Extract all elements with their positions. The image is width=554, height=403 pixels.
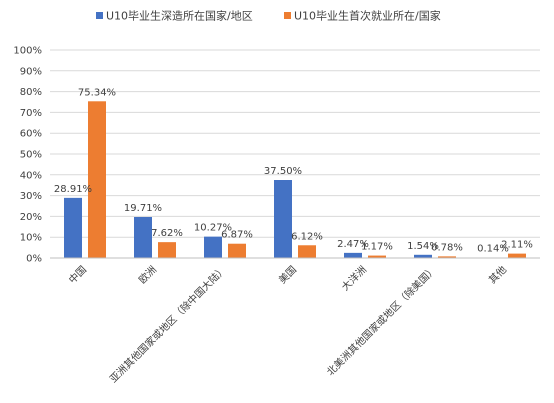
legend-label-1: U10毕业生深造所在国家/地区 <box>106 9 253 23</box>
bar-2-7 <box>508 253 526 258</box>
data-label: 6.12% <box>291 231 323 242</box>
bar-2-2 <box>158 242 176 258</box>
bar-1-1 <box>64 197 82 258</box>
data-label: 2.11% <box>501 240 533 251</box>
bar-2-1 <box>88 101 106 258</box>
bar-2-6 <box>438 256 456 258</box>
x-tick-label: 亚洲其他国家或地区（除中国大陆） <box>107 263 229 385</box>
y-tick-label: 100% <box>13 46 42 57</box>
y-axis: 0% 10% 20% 30% 40% 50% 60% 70% 80% 90% 100% <box>13 46 42 265</box>
data-label: 75.34% <box>78 87 116 98</box>
y-tick-label: 70% <box>20 108 42 119</box>
legend-swatch-2 <box>284 12 291 19</box>
x-tick-label: 北美洲其他国家或地区（除美国） <box>324 263 439 378</box>
bar-1-6 <box>414 254 432 258</box>
data-label: 2.47% <box>337 239 369 250</box>
data-label: 28.91% <box>54 184 92 195</box>
y-tick-label: 80% <box>20 87 42 98</box>
data-label: 1.17% <box>361 242 393 253</box>
data-label: 0.78% <box>431 242 463 253</box>
y-tick-label: 60% <box>20 129 42 140</box>
legend-swatch-1 <box>96 12 103 19</box>
data-label: 37.50% <box>264 166 302 177</box>
x-tick-label: 大洋洲 <box>339 263 369 293</box>
data-label: 1.54% <box>407 241 439 252</box>
bar-1-2 <box>134 217 152 258</box>
y-tick-label: 20% <box>20 212 42 223</box>
x-tick-label: 其他 <box>486 263 509 286</box>
data-label: 6.87% <box>221 230 253 241</box>
bar-2-5 <box>368 255 386 258</box>
y-tick-label: 10% <box>20 233 42 244</box>
y-tick-label: 40% <box>20 170 42 181</box>
y-tick-label: 0% <box>26 254 42 265</box>
legend: U10毕业生深造所在国家/地区 U10毕业生首次就业所在/国家 <box>96 9 441 23</box>
bar-1-4 <box>274 180 292 258</box>
bar-1-5 <box>344 252 362 258</box>
y-tick-label: 30% <box>20 191 42 202</box>
data-label: 0.14% <box>477 244 509 255</box>
bar-2-3 <box>228 243 246 258</box>
y-tick-label: 90% <box>20 66 42 77</box>
data-label: 10.27% <box>194 223 232 234</box>
bars <box>64 101 526 259</box>
y-tick-label: 50% <box>20 150 42 161</box>
x-tick-label: 中国 <box>66 263 89 286</box>
data-labels: 28.91% 75.34% 19.71% 7.62% 10.27%6.87% 37.50%… <box>54 87 533 254</box>
bar-2-4 <box>298 245 316 258</box>
legend-label-2: U10毕业生首次就业所在/国家 <box>294 9 441 23</box>
data-label: 19.71% <box>124 203 162 214</box>
x-tick-label: 美国 <box>276 263 299 286</box>
bar-1-3 <box>204 236 222 258</box>
data-label: 7.62% <box>151 228 183 239</box>
grid <box>50 49 540 238</box>
x-tick-label: 欧洲 <box>136 264 159 287</box>
